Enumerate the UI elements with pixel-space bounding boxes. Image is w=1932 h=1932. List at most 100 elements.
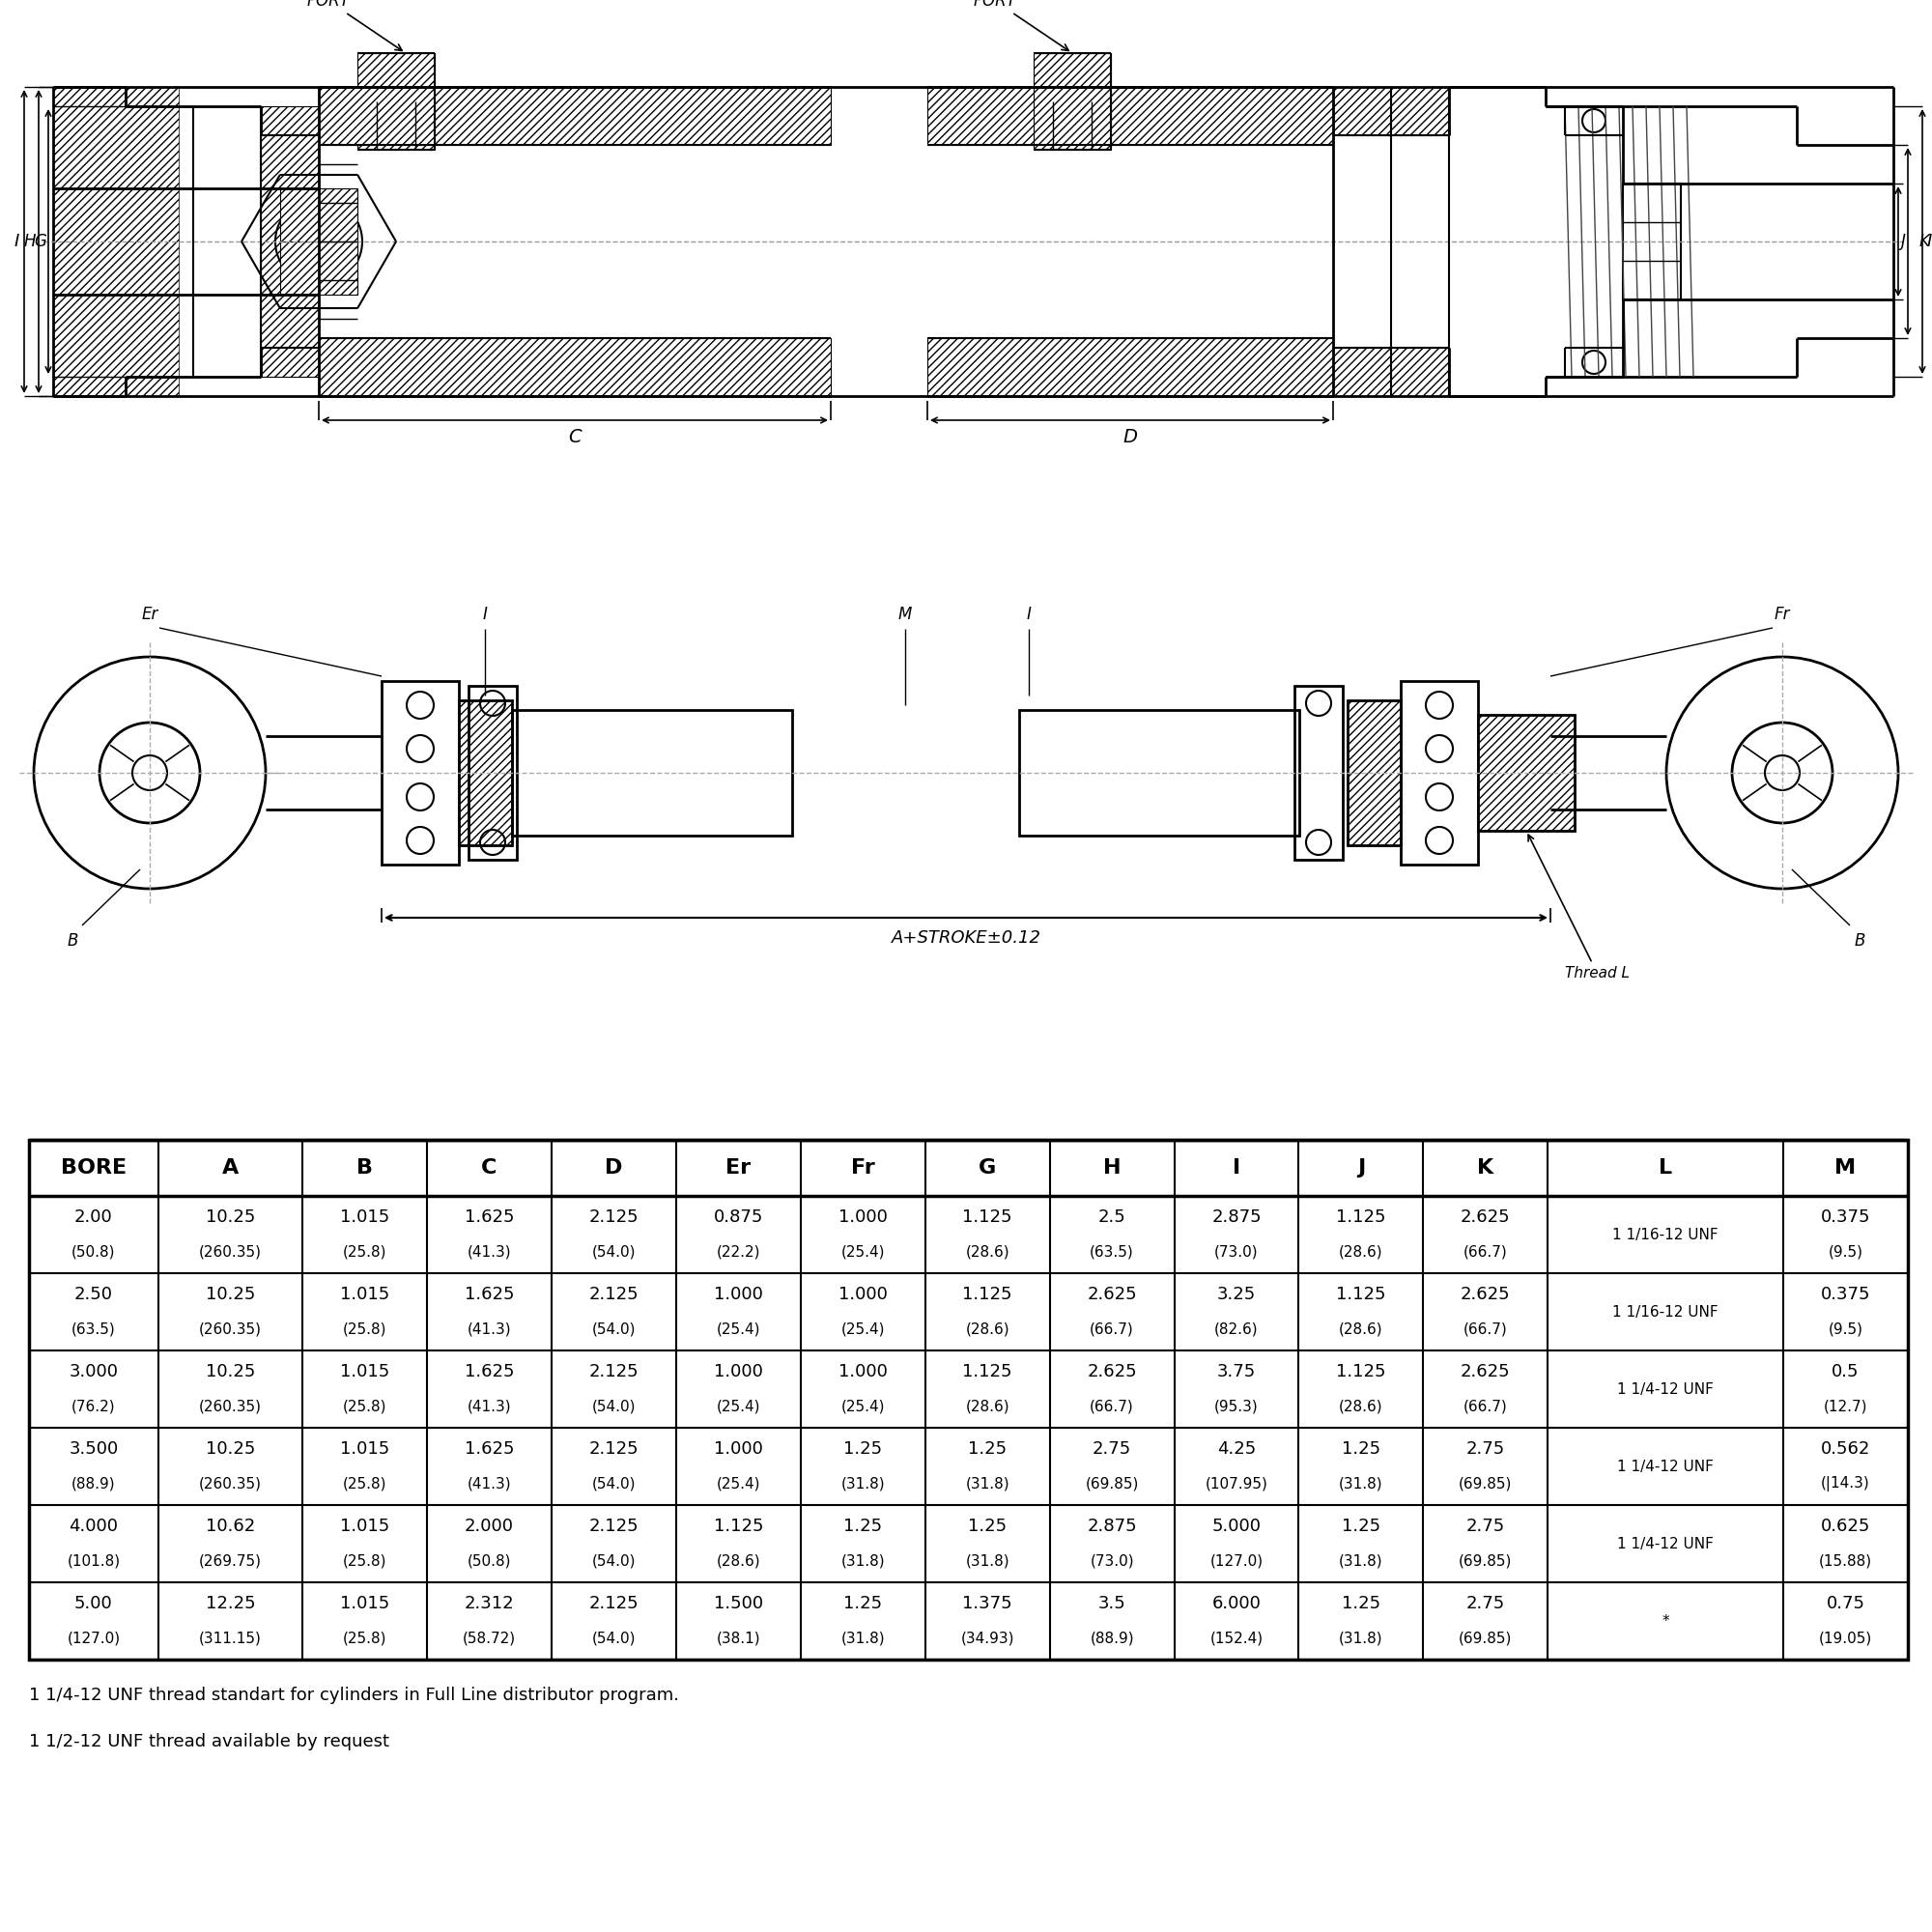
Text: 12.25: 12.25	[205, 1596, 255, 1613]
Text: 1.000: 1.000	[838, 1287, 887, 1304]
Text: A+STROKE±0.12: A+STROKE±0.12	[891, 929, 1041, 947]
Text: (41.3): (41.3)	[468, 1244, 512, 1260]
Text: 2.625: 2.625	[1461, 1364, 1511, 1381]
Text: (76.2): (76.2)	[71, 1399, 116, 1414]
Bar	[512, 709, 792, 835]
Text: 1.125: 1.125	[1337, 1364, 1385, 1381]
Text: 1.000: 1.000	[713, 1364, 763, 1381]
Text: 2.75: 2.75	[1466, 1441, 1505, 1459]
Text: (66.7): (66.7)	[1090, 1321, 1134, 1337]
Text: 1.000: 1.000	[838, 1209, 887, 1227]
Text: 10.25: 10.25	[205, 1287, 255, 1304]
Bar	[319, 338, 831, 396]
Text: 1 1/16-12 UNF: 1 1/16-12 UNF	[1613, 1227, 1719, 1242]
Text: Thread L: Thread L	[1528, 835, 1631, 981]
Text: 10.62: 10.62	[205, 1519, 255, 1536]
Bar	[1623, 184, 1681, 299]
Bar	[1401, 682, 1478, 866]
Text: I: I	[483, 607, 487, 622]
Text: D: D	[1122, 429, 1138, 446]
Text: (28.6): (28.6)	[966, 1399, 1009, 1414]
Text: 2.75: 2.75	[1092, 1441, 1132, 1459]
Text: (260.35): (260.35)	[199, 1476, 261, 1492]
Bar	[1020, 709, 1298, 835]
Text: (41.3): (41.3)	[468, 1321, 512, 1337]
Text: 2.125: 2.125	[589, 1364, 639, 1381]
Bar	[927, 338, 1333, 396]
Text: *: *	[1662, 1613, 1669, 1629]
Text: (28.6): (28.6)	[966, 1244, 1009, 1260]
Text: (58.72): (58.72)	[462, 1631, 516, 1646]
Text: (54.0): (54.0)	[591, 1631, 636, 1646]
Text: L: L	[1660, 1157, 1673, 1177]
Text: 1.25: 1.25	[968, 1441, 1007, 1459]
Text: 10.25: 10.25	[205, 1209, 255, 1227]
Text: 0.375: 0.375	[1820, 1209, 1870, 1227]
Text: (19.05): (19.05)	[1818, 1631, 1872, 1646]
Text: (38.1): (38.1)	[717, 1631, 761, 1646]
Text: 0.375: 0.375	[1820, 1287, 1870, 1304]
Text: 2.875: 2.875	[1211, 1209, 1262, 1227]
Text: (260.35): (260.35)	[199, 1399, 261, 1414]
Bar	[29, 1140, 1909, 1660]
Text: 1.125: 1.125	[962, 1364, 1012, 1381]
Text: 1.015: 1.015	[340, 1287, 390, 1304]
Text: K: K	[1478, 1157, 1493, 1177]
Text: (63.5): (63.5)	[1090, 1244, 1134, 1260]
Text: 2.625: 2.625	[1088, 1364, 1136, 1381]
Text: 4.25: 4.25	[1217, 1441, 1256, 1459]
Text: 2.312: 2.312	[464, 1596, 514, 1613]
Text: (69.85): (69.85)	[1459, 1476, 1513, 1492]
Bar	[383, 682, 460, 866]
Bar	[1349, 699, 1401, 846]
Text: (31.8): (31.8)	[1339, 1553, 1383, 1569]
Text: 1.500: 1.500	[713, 1596, 763, 1613]
Text: 1 1/2-12 UNF thread available by request: 1 1/2-12 UNF thread available by request	[29, 1733, 390, 1750]
Text: Fr: Fr	[1774, 607, 1791, 622]
Text: 1.125: 1.125	[1337, 1209, 1385, 1227]
Text: (25.4): (25.4)	[717, 1476, 761, 1492]
Bar	[460, 699, 512, 846]
Text: (28.6): (28.6)	[966, 1321, 1009, 1337]
Text: (66.7): (66.7)	[1464, 1321, 1507, 1337]
Bar	[1333, 87, 1449, 135]
Text: B: B	[355, 1157, 373, 1177]
Text: 2.625: 2.625	[1461, 1209, 1511, 1227]
Text: 1.625: 1.625	[464, 1287, 514, 1304]
Text: G: G	[980, 1157, 997, 1177]
Text: 1 1/4-12 UNF thread standart for cylinders in Full Line distributor program.: 1 1/4-12 UNF thread standart for cylinde…	[29, 1687, 680, 1704]
Text: 1.015: 1.015	[340, 1596, 390, 1613]
Text: C: C	[568, 429, 582, 446]
Text: (50.8): (50.8)	[468, 1553, 512, 1569]
Text: 1.25: 1.25	[844, 1519, 883, 1536]
Text: 0.75: 0.75	[1826, 1596, 1864, 1613]
Text: (31.8): (31.8)	[840, 1631, 885, 1646]
Text: M: M	[1835, 1157, 1857, 1177]
Text: (88.9): (88.9)	[1090, 1631, 1134, 1646]
Text: 1.625: 1.625	[464, 1209, 514, 1227]
Bar	[1333, 348, 1449, 396]
Text: (260.35): (260.35)	[199, 1321, 261, 1337]
Text: (28.6): (28.6)	[1339, 1399, 1383, 1414]
Text: 1.375: 1.375	[962, 1596, 1012, 1613]
Text: 6.000: 6.000	[1211, 1596, 1262, 1613]
Text: (54.0): (54.0)	[591, 1244, 636, 1260]
Text: M: M	[898, 607, 912, 622]
Text: (41.3): (41.3)	[468, 1399, 512, 1414]
Bar	[357, 52, 435, 151]
Text: 1.25: 1.25	[968, 1519, 1007, 1536]
Text: (31.8): (31.8)	[1339, 1631, 1383, 1646]
Text: (25.8): (25.8)	[342, 1321, 386, 1337]
Text: (107.95): (107.95)	[1206, 1476, 1267, 1492]
Text: 0.562: 0.562	[1820, 1441, 1870, 1459]
Text: 2.125: 2.125	[589, 1441, 639, 1459]
Text: (28.6): (28.6)	[1339, 1244, 1383, 1260]
Text: (9.5): (9.5)	[1828, 1321, 1862, 1337]
Text: (25.8): (25.8)	[342, 1553, 386, 1569]
Text: (25.4): (25.4)	[717, 1321, 761, 1337]
Text: 5.00: 5.00	[73, 1596, 112, 1613]
Text: (34.93): (34.93)	[960, 1631, 1014, 1646]
Text: (73.0): (73.0)	[1215, 1244, 1258, 1260]
Text: 0.625: 0.625	[1820, 1519, 1870, 1536]
Text: Er: Er	[141, 607, 158, 622]
